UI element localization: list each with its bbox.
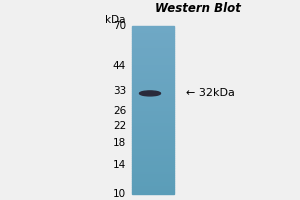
Bar	[132, 120, 174, 122]
Text: 22: 22	[113, 121, 126, 131]
Bar	[132, 80, 174, 83]
Text: 26: 26	[113, 106, 126, 116]
Text: ← 32kDa: ← 32kDa	[186, 88, 235, 98]
Text: 14: 14	[113, 160, 126, 170]
Bar	[132, 101, 174, 104]
Bar	[132, 133, 174, 135]
Bar	[132, 131, 174, 133]
Bar	[132, 43, 174, 45]
Bar	[132, 89, 174, 91]
Bar	[132, 53, 174, 55]
Bar	[132, 148, 174, 150]
Bar	[132, 156, 174, 158]
Bar	[132, 72, 174, 74]
Bar	[132, 62, 174, 64]
Bar	[132, 104, 174, 106]
Bar	[132, 135, 174, 137]
Bar	[132, 78, 174, 80]
Bar	[132, 110, 174, 112]
Bar	[132, 160, 174, 162]
Bar	[132, 143, 174, 145]
Bar	[132, 150, 174, 152]
Bar	[132, 154, 174, 156]
Bar	[132, 28, 174, 30]
Bar	[132, 97, 174, 99]
Bar	[132, 112, 174, 114]
Bar	[132, 59, 174, 62]
Bar	[132, 57, 174, 59]
Bar	[132, 83, 174, 85]
Bar	[132, 177, 174, 179]
Bar	[132, 173, 174, 175]
Bar	[132, 91, 174, 93]
Bar	[132, 181, 174, 183]
Bar	[132, 26, 174, 28]
Text: 18: 18	[113, 138, 126, 148]
Ellipse shape	[140, 91, 160, 96]
Bar	[132, 114, 174, 116]
Bar	[132, 64, 174, 66]
Bar	[132, 108, 174, 110]
Bar	[132, 74, 174, 76]
Bar	[132, 192, 174, 194]
Bar	[132, 171, 174, 173]
Bar	[132, 66, 174, 68]
Bar	[132, 118, 174, 120]
Text: 33: 33	[113, 86, 126, 96]
Bar	[132, 122, 174, 124]
Bar	[132, 47, 174, 49]
Bar	[132, 85, 174, 87]
Bar	[132, 36, 174, 39]
Bar	[132, 183, 174, 185]
Bar	[132, 68, 174, 70]
Text: kDa: kDa	[106, 15, 126, 25]
Bar	[132, 32, 174, 34]
Text: 44: 44	[113, 61, 126, 71]
Bar	[132, 139, 174, 141]
Bar	[132, 70, 174, 72]
Text: 10: 10	[113, 189, 126, 199]
Bar	[132, 49, 174, 51]
Bar	[132, 95, 174, 97]
Bar	[132, 141, 174, 143]
Bar	[132, 162, 174, 164]
Bar	[132, 45, 174, 47]
Bar	[132, 187, 174, 189]
Bar	[132, 166, 174, 168]
Bar	[132, 41, 174, 43]
Bar	[132, 129, 174, 131]
Bar	[132, 99, 174, 101]
Bar	[132, 51, 174, 53]
Bar	[132, 93, 174, 95]
Text: Western Blot: Western Blot	[155, 2, 241, 15]
Bar	[132, 39, 174, 41]
Bar	[132, 189, 174, 192]
Bar	[132, 145, 174, 148]
Bar	[132, 127, 174, 129]
Bar	[132, 76, 174, 78]
Bar	[132, 34, 174, 36]
Bar	[132, 152, 174, 154]
Bar	[132, 164, 174, 166]
Bar	[132, 55, 174, 57]
Bar	[132, 87, 174, 89]
Bar	[132, 179, 174, 181]
Bar	[132, 30, 174, 32]
Bar	[132, 137, 174, 139]
Bar	[132, 116, 174, 118]
Bar	[132, 168, 174, 171]
Text: 70: 70	[113, 21, 126, 31]
Bar	[132, 106, 174, 108]
Bar	[132, 158, 174, 160]
Bar	[132, 185, 174, 187]
Bar	[132, 175, 174, 177]
Bar	[132, 124, 174, 127]
